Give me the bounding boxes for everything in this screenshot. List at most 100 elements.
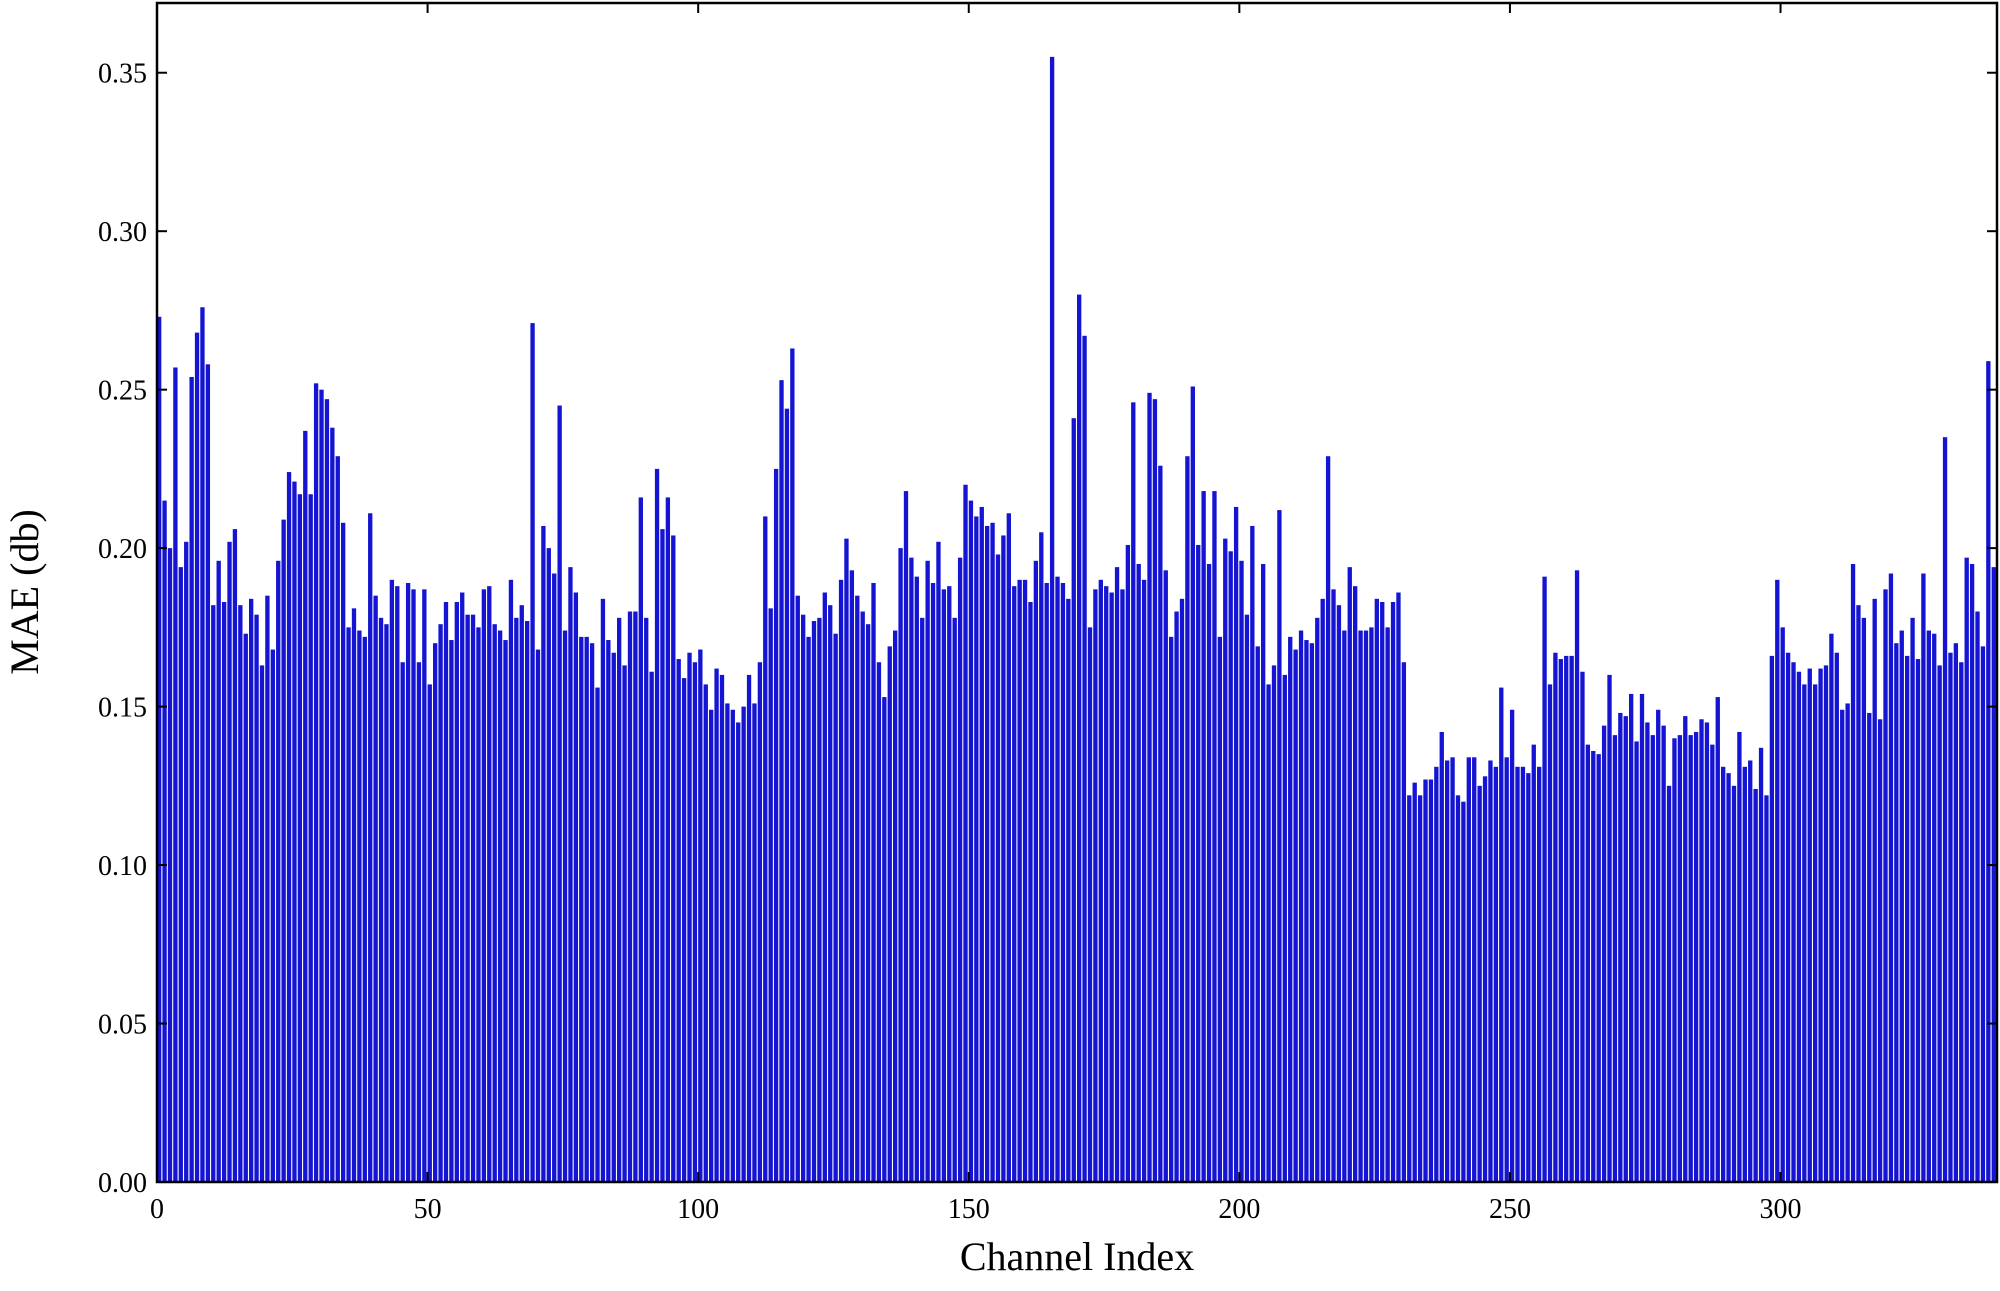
bar: [654, 468, 660, 1182]
y-tick-label: 0.10: [98, 851, 147, 882]
bar: [1163, 570, 1168, 1182]
bar: [1001, 535, 1006, 1182]
bar: [1282, 674, 1287, 1182]
bar: [184, 541, 189, 1182]
bar: [1071, 418, 1076, 1182]
bar: [335, 456, 340, 1182]
bar: [703, 684, 708, 1182]
bar: [481, 589, 487, 1182]
bar: [865, 624, 871, 1182]
bar: [211, 605, 216, 1182]
bar: [768, 608, 773, 1182]
bar: [1466, 757, 1471, 1182]
bar: [1591, 750, 1596, 1182]
bar: [595, 687, 600, 1182]
bar: [1141, 579, 1147, 1182]
bar: [1369, 627, 1374, 1182]
bar: [1174, 611, 1179, 1182]
bar: [1347, 567, 1352, 1182]
bar: [1905, 655, 1910, 1182]
bar: [725, 703, 730, 1182]
bar: [216, 560, 221, 1182]
bar: [811, 621, 817, 1182]
bar: [801, 614, 806, 1182]
bar: [611, 652, 616, 1182]
bar: [1098, 579, 1103, 1182]
bar: [1937, 665, 1942, 1182]
bar: [1266, 684, 1271, 1182]
y-tick-label: 0.25: [98, 376, 147, 407]
bar: [1607, 674, 1612, 1182]
bar: [1336, 605, 1342, 1182]
bar: [1158, 465, 1163, 1182]
bar: [1564, 655, 1569, 1182]
bar: [925, 560, 930, 1182]
bar: [330, 427, 335, 1182]
bar: [1039, 532, 1044, 1182]
bar: [1932, 633, 1937, 1182]
bar: [660, 529, 665, 1182]
bar: [1504, 757, 1509, 1182]
bar: [1677, 735, 1683, 1182]
bar: [449, 640, 454, 1182]
bar: [714, 668, 719, 1182]
bar: [1840, 709, 1845, 1182]
bar: [1412, 782, 1417, 1182]
bar: [914, 576, 919, 1182]
bar: [1423, 779, 1428, 1182]
bar: [1537, 766, 1542, 1182]
bar: [1325, 456, 1331, 1182]
bar: [627, 611, 633, 1182]
bar: [1087, 627, 1093, 1182]
bar: [1737, 731, 1742, 1182]
bar: [974, 516, 979, 1182]
bar: [341, 522, 346, 1182]
bar: [1482, 776, 1488, 1182]
bar: [1921, 573, 1926, 1182]
bar: [1450, 757, 1455, 1182]
bar: [281, 519, 286, 1182]
bar: [1542, 576, 1547, 1182]
bar: [876, 662, 882, 1182]
bar: [822, 592, 827, 1182]
bar: [1390, 602, 1396, 1182]
bar: [1991, 567, 1996, 1182]
bar: [1147, 392, 1152, 1182]
bar: [270, 649, 275, 1182]
y-tick-label: 0.20: [98, 534, 147, 565]
bar: [606, 640, 611, 1182]
bar: [470, 614, 476, 1182]
bar: [1693, 731, 1699, 1182]
bar: [600, 598, 606, 1182]
bar: [1802, 684, 1807, 1182]
bar: [1872, 598, 1877, 1182]
bar: [730, 709, 735, 1182]
bar: [1114, 567, 1120, 1182]
bar: [1910, 617, 1915, 1182]
bar: [1585, 744, 1591, 1182]
bar: [1022, 579, 1028, 1182]
bar: [838, 579, 844, 1182]
bar: [1785, 652, 1791, 1182]
bar: [622, 665, 627, 1182]
bar: [1867, 712, 1872, 1182]
bar: [638, 497, 643, 1182]
bar: [1758, 747, 1764, 1182]
bar: [1223, 538, 1228, 1182]
bar: [243, 633, 248, 1182]
bar: [178, 567, 183, 1182]
bar: [535, 649, 541, 1182]
bar: [1780, 627, 1785, 1182]
bar: [1721, 766, 1726, 1182]
bar: [514, 617, 519, 1182]
bar: [936, 541, 941, 1182]
bar: [644, 617, 649, 1182]
bar: [313, 383, 319, 1182]
bar: [1953, 643, 1959, 1182]
bar: [1385, 627, 1390, 1182]
bar: [519, 605, 524, 1182]
bar: [173, 367, 178, 1182]
bar: [476, 627, 481, 1182]
bar: [1255, 646, 1260, 1182]
bar: [525, 621, 530, 1182]
